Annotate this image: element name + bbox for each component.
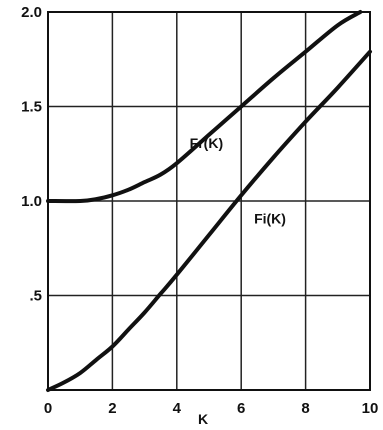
y-tick-label: 1.0 xyxy=(21,193,42,210)
grid-lines xyxy=(48,12,370,390)
tick-labels: 0 2 4 6 8 10 .5 1.0 1.5 2.0 xyxy=(21,4,378,417)
series-group xyxy=(46,10,372,392)
x-tick-label: 4 xyxy=(173,400,182,417)
x-tick-label: 10 xyxy=(362,400,379,417)
x-tick-label: 0 xyxy=(44,400,52,417)
x-axis-label: K xyxy=(198,411,208,427)
y-tick-label: 1.5 xyxy=(21,99,42,116)
series-line xyxy=(46,49,372,392)
x-tick-label: 6 xyxy=(237,400,245,417)
series-label: Fr(K) xyxy=(190,135,223,151)
x-tick-label: 2 xyxy=(108,400,116,417)
y-tick-label: .5 xyxy=(29,288,42,305)
series-line xyxy=(46,10,363,204)
series-label: Fi(K) xyxy=(254,211,286,227)
x-tick-label: 8 xyxy=(301,400,309,417)
series-labels: Fr(K) Fi(K) xyxy=(190,135,286,227)
y-tick-label: 2.0 xyxy=(21,4,42,21)
